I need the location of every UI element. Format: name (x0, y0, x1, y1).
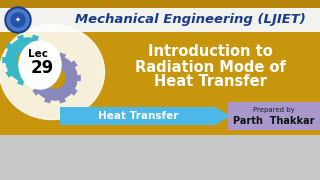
Polygon shape (29, 75, 33, 81)
Polygon shape (17, 80, 24, 86)
Polygon shape (44, 98, 51, 103)
Circle shape (7, 9, 29, 31)
Text: Lec: Lec (28, 49, 48, 59)
FancyBboxPatch shape (0, 135, 320, 180)
Polygon shape (17, 34, 24, 40)
Text: Heat Transfer: Heat Transfer (154, 75, 267, 89)
FancyBboxPatch shape (228, 102, 320, 130)
Circle shape (45, 68, 65, 88)
Polygon shape (44, 52, 51, 58)
Polygon shape (59, 98, 66, 103)
Polygon shape (44, 42, 51, 49)
FancyBboxPatch shape (0, 32, 320, 135)
Circle shape (11, 13, 25, 27)
Circle shape (33, 56, 77, 100)
Text: ✦: ✦ (15, 17, 21, 23)
Ellipse shape (19, 41, 61, 89)
Ellipse shape (0, 24, 105, 120)
Polygon shape (32, 89, 39, 96)
Circle shape (5, 7, 31, 33)
Polygon shape (60, 107, 230, 125)
Polygon shape (50, 57, 54, 63)
Text: Parth  Thakkar: Parth Thakkar (233, 116, 315, 126)
Polygon shape (44, 71, 51, 78)
Polygon shape (32, 34, 39, 40)
FancyBboxPatch shape (0, 8, 320, 32)
Polygon shape (71, 60, 78, 67)
Polygon shape (71, 89, 78, 96)
Text: Prepared by: Prepared by (253, 107, 295, 113)
Circle shape (18, 50, 38, 70)
Circle shape (6, 38, 50, 82)
Text: 29: 29 (30, 59, 54, 77)
Polygon shape (32, 80, 39, 86)
Polygon shape (32, 60, 39, 67)
Polygon shape (59, 52, 66, 58)
Text: Mechanical Engineering (LJIET): Mechanical Engineering (LJIET) (75, 12, 305, 26)
Text: Introduction to: Introduction to (148, 44, 272, 60)
Text: Heat Transfer: Heat Transfer (98, 111, 178, 121)
Polygon shape (77, 75, 81, 81)
Polygon shape (5, 42, 12, 49)
Polygon shape (2, 57, 6, 63)
Text: Radiation Mode of: Radiation Mode of (135, 60, 285, 75)
FancyBboxPatch shape (0, 0, 320, 8)
Polygon shape (5, 71, 12, 78)
